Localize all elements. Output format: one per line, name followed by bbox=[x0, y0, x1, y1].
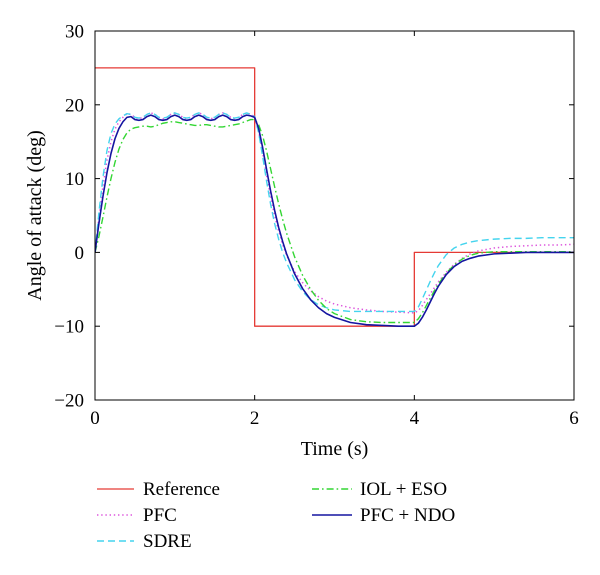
legend: Reference PFC SDRE IOL + ESO PFC + NDO bbox=[97, 479, 455, 552]
x-tick-label: 0 bbox=[90, 408, 100, 429]
legend-item: Reference bbox=[97, 479, 220, 500]
axis-ticks: 0 2 4 6 −20 −10 0 10 20 30 bbox=[54, 22, 578, 430]
legend-item: PFC + NDO bbox=[312, 505, 455, 526]
legend-label: PFC bbox=[143, 505, 177, 526]
y-tick-label: −10 bbox=[54, 317, 84, 338]
x-tick-label: 2 bbox=[250, 408, 260, 429]
plot-area bbox=[95, 31, 574, 400]
legend-label: IOL + ESO bbox=[360, 479, 447, 500]
series-line-reference bbox=[95, 67, 574, 327]
y-axis-label: Angle of attack (deg) bbox=[24, 130, 46, 300]
legend-label: Reference bbox=[143, 479, 220, 500]
y-tick-label: 10 bbox=[65, 169, 84, 190]
y-tick-label: 30 bbox=[65, 22, 84, 43]
x-tick-label: 4 bbox=[410, 408, 420, 429]
series-line-pfc-ndo bbox=[95, 114, 574, 328]
y-tick-label: −20 bbox=[54, 391, 84, 412]
y-tick-label: 0 bbox=[75, 243, 85, 264]
series-line-pfc bbox=[95, 112, 574, 314]
series-layer bbox=[95, 67, 574, 328]
legend-label: SDRE bbox=[143, 531, 192, 552]
legend-item: PFC bbox=[97, 505, 177, 526]
y-tick-label: 20 bbox=[65, 95, 84, 116]
legend-item: SDRE bbox=[97, 531, 192, 552]
x-axis-label: Time (s) bbox=[301, 438, 369, 460]
series-line-sdre bbox=[95, 112, 574, 313]
plot-frame bbox=[94, 30, 575, 401]
legend-item: IOL + ESO bbox=[312, 479, 447, 500]
x-tick-label: 6 bbox=[569, 408, 579, 429]
legend-label: PFC + NDO bbox=[360, 505, 455, 526]
